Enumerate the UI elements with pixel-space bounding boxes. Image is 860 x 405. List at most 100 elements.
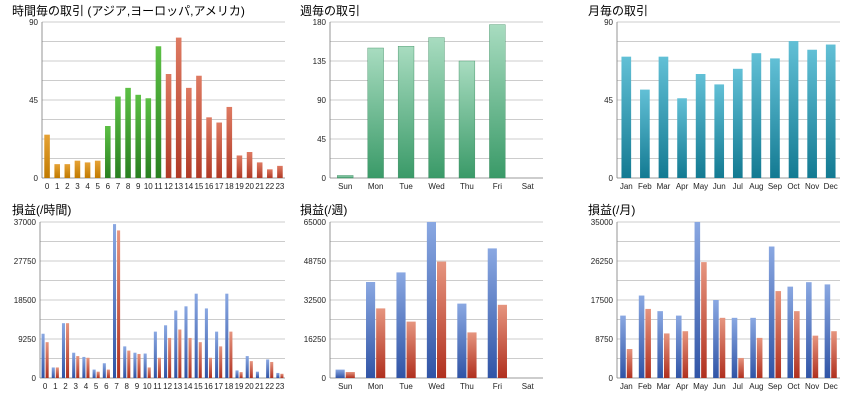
y-tick-label: 0 bbox=[322, 374, 327, 383]
bar-hourly-trades-19 bbox=[236, 155, 243, 178]
bar-hourly-pl-blue-15 bbox=[194, 293, 198, 378]
x-tick-label: 11 bbox=[154, 182, 163, 191]
x-tick-label: 18 bbox=[224, 382, 233, 391]
bar-hourly-trades-21 bbox=[256, 162, 263, 178]
y-tick-label: 180 bbox=[313, 18, 327, 27]
x-tick-label: Apr bbox=[676, 382, 689, 391]
x-tick-label: 14 bbox=[184, 382, 193, 391]
bar-hourly-pl-red-22 bbox=[270, 361, 274, 378]
bar-hourly-trades-17 bbox=[216, 122, 222, 178]
bar-hourly-pl-red-10 bbox=[147, 367, 151, 378]
x-tick-label: 2 bbox=[63, 382, 68, 391]
bar-monthly-pl-red-Jun bbox=[719, 317, 726, 378]
x-tick-label: 15 bbox=[194, 382, 203, 391]
x-tick-label: 22 bbox=[265, 382, 274, 391]
x-tick-label: 17 bbox=[215, 182, 224, 191]
bar-monthly-pl-red-Feb bbox=[645, 308, 651, 378]
x-tick-label: 12 bbox=[164, 182, 173, 191]
y-tick-label: 90 bbox=[604, 18, 613, 27]
bar-monthly-trades-Aug bbox=[751, 53, 762, 179]
bar-weekly-pl-red-Wed bbox=[437, 261, 447, 378]
x-tick-label: 4 bbox=[85, 182, 90, 191]
x-tick-label: 23 bbox=[275, 382, 284, 391]
x-tick-label: 2 bbox=[65, 182, 70, 191]
x-tick-label: 8 bbox=[125, 382, 130, 391]
y-tick-label: 0 bbox=[609, 174, 614, 183]
bar-weekly-pl-blue-Fri bbox=[487, 248, 497, 378]
x-tick-label: 23 bbox=[275, 182, 284, 191]
x-tick-label: Sat bbox=[522, 382, 535, 391]
x-tick-label: Oct bbox=[787, 382, 800, 391]
bar-monthly-pl-red-Oct bbox=[794, 311, 800, 378]
bar-hourly-pl-red-9 bbox=[137, 353, 141, 378]
chart-title-monthly-trades: 月毎の取引 bbox=[588, 3, 648, 18]
bar-hourly-trades-2 bbox=[64, 164, 71, 178]
x-tick-label: 16 bbox=[204, 382, 213, 391]
bar-hourly-pl-red-11 bbox=[157, 357, 161, 378]
x-tick-label: 19 bbox=[235, 182, 244, 191]
bar-hourly-trades-8 bbox=[125, 87, 131, 178]
bar-monthly-pl-blue-Feb bbox=[638, 295, 645, 378]
bar-monthly-pl-blue-Nov bbox=[806, 282, 812, 378]
bar-weekly-trades-Sun bbox=[337, 175, 354, 179]
chart-weekly-trades: 0 45 90 135 180 Sun Mon Tue Wed Thu Fri Sat bbox=[313, 18, 543, 191]
bar-hourly-pl-blue-12 bbox=[164, 325, 168, 378]
bar-hourly-pl-red-1 bbox=[55, 367, 59, 378]
y-tick-label: 37000 bbox=[14, 218, 37, 227]
y-tick-label: 45 bbox=[604, 96, 613, 105]
bar-monthly-pl-red-Jul bbox=[738, 357, 744, 378]
chart-title-weekly-pl: 損益(/週) bbox=[300, 202, 347, 217]
x-tick-label: 6 bbox=[106, 182, 111, 191]
bar-hourly-pl-red-15 bbox=[198, 342, 202, 378]
bar-hourly-trades-4 bbox=[84, 162, 91, 178]
bar-hourly-pl-blue-22 bbox=[266, 359, 270, 378]
chart-title-hourly-trades: 時間毎の取引 (アジア,ヨーロッパ,アメリカ) bbox=[12, 3, 245, 18]
x-tick-label: 20 bbox=[245, 182, 254, 191]
bar-monthly-trades-Sep bbox=[770, 58, 780, 178]
x-tick-label: Sat bbox=[522, 182, 535, 191]
x-tick-label: Thu bbox=[460, 182, 474, 191]
x-tick-label: 20 bbox=[245, 382, 254, 391]
x-tick-label: Jul bbox=[733, 182, 743, 191]
y-tick-label: 65000 bbox=[304, 218, 327, 227]
y-tick-label: 18500 bbox=[14, 296, 37, 305]
x-tick-label: May bbox=[693, 182, 708, 191]
bar-hourly-pl-red-23 bbox=[280, 373, 284, 378]
chart-title-monthly-pl: 損益(/月) bbox=[588, 202, 635, 217]
bar-hourly-pl-blue-21 bbox=[255, 371, 259, 378]
bar-hourly-trades-10 bbox=[145, 98, 152, 178]
bar-hourly-pl-red-19 bbox=[239, 372, 243, 378]
bar-hourly-pl-blue-6 bbox=[102, 363, 106, 378]
bar-hourly-pl-blue-7 bbox=[113, 224, 117, 378]
x-tick-label: Wed bbox=[428, 182, 444, 191]
bar-weekly-trades-Fri bbox=[489, 24, 506, 179]
y-tick-label: 16250 bbox=[304, 335, 327, 344]
y-tick-label: 27750 bbox=[14, 257, 37, 266]
y-tick-label: 135 bbox=[313, 57, 327, 66]
x-tick-label: 7 bbox=[114, 382, 119, 391]
bar-weekly-trades-Thu bbox=[458, 60, 476, 179]
x-tick-label: Wed bbox=[428, 382, 444, 391]
bar-hourly-pl-red-20 bbox=[249, 361, 253, 378]
x-tick-label: Sun bbox=[338, 182, 352, 191]
y-tick-label: 26250 bbox=[591, 257, 614, 266]
bar-weekly-pl-red-Thu bbox=[467, 332, 477, 378]
chart-title-hourly-pl: 損益(/時間) bbox=[12, 202, 71, 217]
y-tick-label: 0 bbox=[609, 374, 614, 383]
x-tick-label: 11 bbox=[153, 382, 162, 391]
bar-hourly-trades-18 bbox=[226, 106, 233, 178]
x-tick-label: 21 bbox=[255, 382, 264, 391]
x-tick-label: 1 bbox=[55, 182, 60, 191]
bar-hourly-trades-16 bbox=[206, 117, 212, 178]
bar-hourly-trades-15 bbox=[196, 75, 202, 178]
bar-weekly-pl-blue-Tue bbox=[396, 272, 406, 378]
bar-hourly-pl-blue-17 bbox=[215, 331, 219, 378]
bar-monthly-pl-red-Nov bbox=[812, 335, 819, 378]
bar-hourly-trades-1 bbox=[54, 164, 60, 178]
x-tick-label: Fri bbox=[493, 382, 503, 391]
bar-hourly-pl-blue-1 bbox=[51, 367, 55, 378]
x-tick-label: 12 bbox=[163, 382, 172, 391]
bar-monthly-pl-blue-Oct bbox=[787, 286, 794, 378]
